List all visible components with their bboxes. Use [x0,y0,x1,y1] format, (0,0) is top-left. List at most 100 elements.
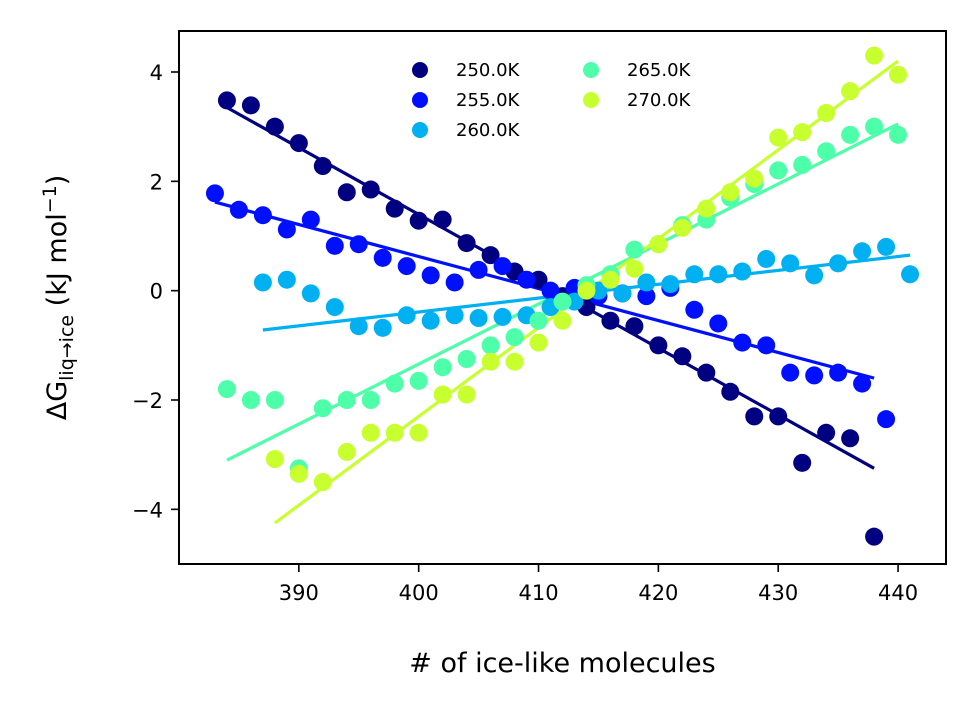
legend-marker [583,62,599,78]
data-point [361,180,380,199]
data-point [889,125,908,144]
data-point [481,246,500,265]
data-point [841,82,860,101]
data-point [277,270,296,289]
data-point [853,374,872,393]
data-point [205,184,224,203]
data-point [349,317,368,336]
y-tick-label: 0 [150,280,163,304]
legend-marker [412,62,428,78]
data-point [865,117,884,136]
data-point [421,311,440,330]
data-point [373,248,392,267]
data-point [409,423,428,442]
data-point [385,374,404,393]
data-point [841,429,860,448]
data-point [301,284,320,303]
data-point [721,382,740,401]
data-point [733,333,752,352]
data-point [697,363,716,382]
data-point [829,254,848,273]
data-point [793,453,812,472]
data-point [853,242,872,261]
data-point [301,210,320,229]
data-point [385,423,404,442]
data-point [805,366,824,385]
y-axis-label-subscript: liq→ice [56,315,78,381]
data-point [409,371,428,390]
data-point [265,117,284,136]
data-point [625,317,644,336]
data-point [241,391,260,409]
x-tick-label: 430 [758,581,798,605]
y-tick-label: −4 [132,498,163,522]
data-point [493,257,512,276]
legend-marker [412,122,428,138]
data-point [685,300,704,319]
y-tick-label: 2 [150,170,163,194]
data-point [529,311,548,330]
data-point [217,91,236,110]
series-2 [253,237,920,337]
data-point [901,265,920,284]
data-point [253,206,272,225]
legend-marker [583,92,599,108]
data-point [625,259,644,278]
data-point [409,211,428,230]
y-tick-label: 4 [150,61,163,85]
data-point [877,410,896,429]
data-point [733,262,752,281]
data-point [673,347,692,366]
data-point [613,284,632,303]
data-point [709,265,728,284]
data-point [433,358,452,377]
data-point [289,134,308,153]
data-point [877,237,896,256]
data-point [505,328,524,347]
data-point [553,292,572,311]
data-point [265,391,284,409]
x-axis-ticks: 390 400 410 420 430 440 [279,564,918,605]
legend-label: 270.0K [627,90,692,111]
x-tick-label: 400 [399,581,439,605]
x-axis-label: # of ice-like molecules [409,648,715,679]
x-tick-label: 440 [878,581,918,605]
data-point [277,220,296,239]
data-point [397,257,416,276]
data-point [757,249,776,268]
data-point [373,318,392,337]
data-point [649,336,668,355]
legend-entry: 255.0K [412,90,521,111]
data-point [361,391,380,409]
data-point [421,266,440,285]
data-point [697,199,716,218]
data-point [313,399,332,418]
data-point [661,275,680,294]
legend-label: 265.0K [627,60,692,81]
data-point [553,311,572,330]
legend-label: 250.0K [456,60,521,81]
data-point [229,200,248,219]
data-point [601,270,620,289]
data-point [889,65,908,84]
data-point [433,385,452,404]
data-point [529,333,548,352]
data-point [325,298,344,317]
legend-label: 260.0K [456,120,521,141]
legend-label: 255.0K [456,90,521,111]
data-point [817,104,836,122]
y-tick-label: −2 [132,389,163,413]
data-point [601,311,620,330]
legend-entry: 260.0K [412,120,521,141]
legend-entry: 265.0K [583,60,692,81]
data-point [829,363,848,382]
data-point [241,96,260,115]
data-point [361,423,380,442]
data-points [205,46,920,546]
data-point [637,287,656,306]
y-axis-label: ΔGliq→ice (kJ mol−1) [39,175,78,421]
data-point [217,380,236,399]
x-tick-label: 390 [279,581,319,605]
data-point [781,363,800,382]
data-point [781,254,800,273]
